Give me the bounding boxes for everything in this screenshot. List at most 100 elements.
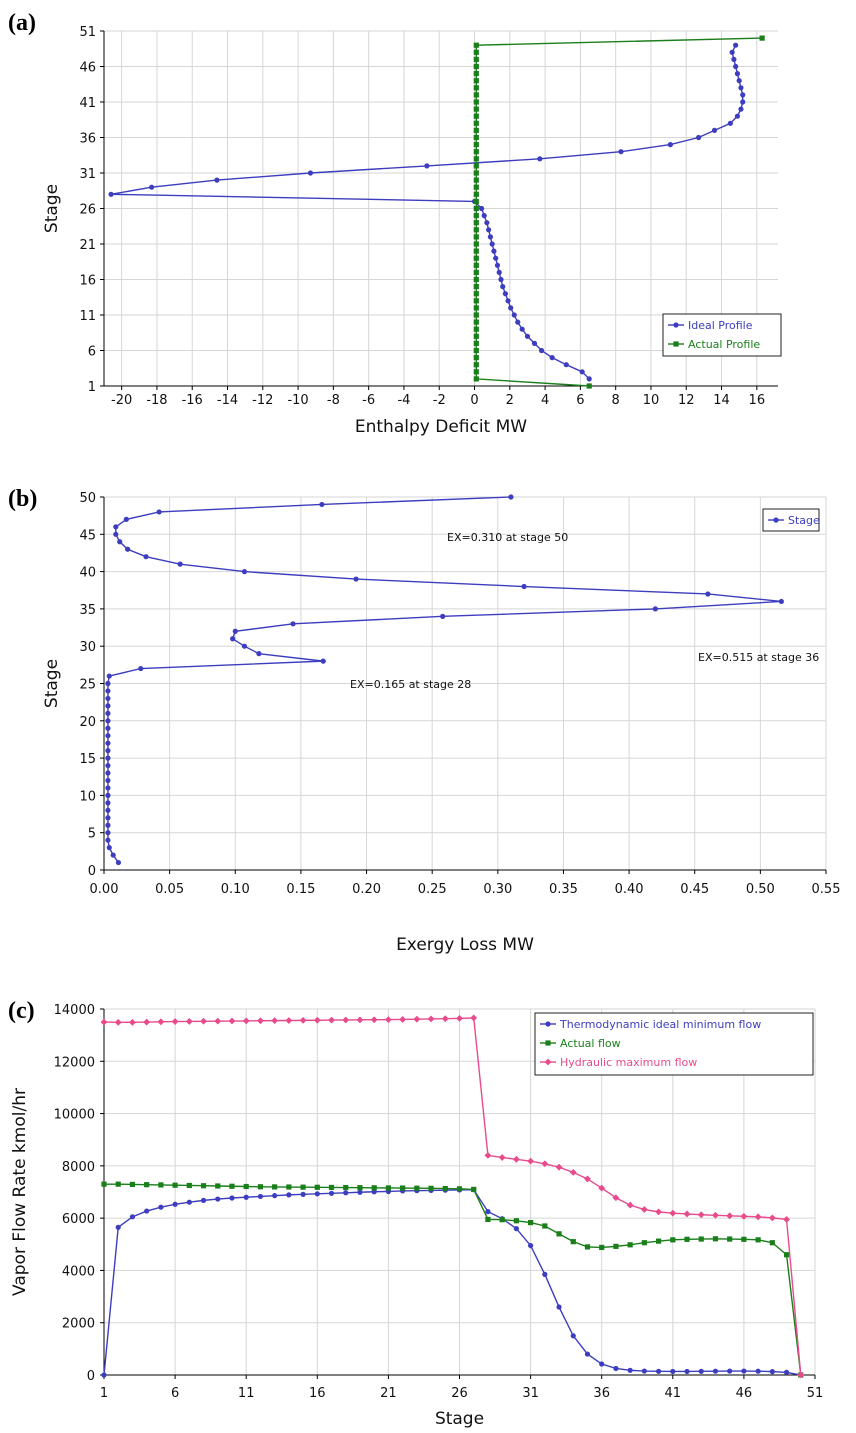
data-point	[257, 1184, 264, 1190]
data-point	[598, 1184, 606, 1192]
data-point	[473, 134, 479, 141]
data-point	[486, 227, 492, 233]
annotation-label: EX=0.310 at stage 50	[447, 531, 568, 544]
data-point	[473, 340, 479, 346]
x-tick-label: -6	[362, 393, 375, 408]
legend-label: Ideal Profile	[688, 319, 753, 332]
data-point	[356, 1016, 364, 1024]
data-point	[531, 340, 538, 346]
data-point	[528, 1242, 534, 1249]
data-point	[684, 1368, 690, 1375]
legend-label: Actual Profile	[688, 338, 760, 351]
data-point	[727, 120, 733, 126]
data-point	[399, 1016, 407, 1023]
y-tick-label: 5	[88, 827, 96, 842]
data-point	[101, 1181, 107, 1187]
data-point	[129, 1018, 136, 1026]
x-tick-label: 0.50	[746, 882, 775, 897]
y-tick-label: 36	[79, 132, 96, 147]
y-tick-label: 45	[79, 528, 96, 543]
data-point	[754, 1213, 762, 1221]
series-1	[108, 42, 746, 382]
data-point	[470, 1014, 478, 1022]
data-point	[655, 1368, 662, 1374]
data-point	[385, 1016, 392, 1023]
x-tick-label: 0.30	[483, 882, 512, 897]
data-point	[652, 606, 658, 612]
data-point	[138, 665, 144, 672]
data-point	[473, 362, 479, 368]
data-point	[473, 305, 479, 311]
x-tick-label: 31	[522, 1386, 539, 1401]
data-point	[584, 1244, 591, 1250]
data-point	[599, 1244, 605, 1251]
x-tick-label: 0.45	[680, 882, 709, 897]
data-point	[570, 1239, 576, 1245]
data-point	[129, 1214, 136, 1220]
data-point	[491, 248, 497, 254]
data-point	[110, 852, 116, 858]
data-point	[313, 1016, 321, 1024]
data-point	[105, 792, 111, 799]
data-point	[290, 621, 296, 627]
x-tick-label: 0.00	[90, 882, 119, 897]
y-tick-label: 40	[79, 566, 96, 581]
data-point	[542, 1223, 548, 1229]
data-point	[473, 78, 479, 84]
legend-label: Thermodynamic ideal minimum flow	[559, 1018, 761, 1031]
data-point	[105, 695, 111, 702]
data-point	[712, 1211, 719, 1219]
data-point	[105, 718, 111, 724]
x-tick-label: 8	[612, 393, 620, 408]
data-point	[563, 362, 569, 368]
data-point	[328, 1184, 335, 1191]
data-point	[579, 369, 585, 375]
data-point	[511, 312, 517, 318]
data-point	[123, 516, 129, 522]
data-point	[105, 770, 111, 776]
data-point	[473, 298, 479, 304]
data-point	[481, 213, 487, 219]
data-point	[473, 163, 479, 169]
data-point	[727, 1236, 733, 1242]
data-point	[618, 149, 624, 155]
chart-panel-1: -20 -18 -16 -14 -12 -10 -8 -6 -4 -2 0 2 4 6 8 10 12 14 161…	[8, 10, 782, 437]
x-axis-label: Exergy Loss MW	[396, 935, 534, 955]
y-tick-label: 21	[79, 238, 96, 253]
data-point	[586, 376, 592, 382]
data-point	[185, 1018, 193, 1025]
data-point	[156, 509, 162, 515]
data-point	[736, 78, 742, 84]
data-point	[478, 205, 485, 212]
data-point	[229, 1195, 235, 1201]
data-point	[105, 725, 111, 731]
data-point	[357, 1189, 363, 1195]
y-tick-label: 8000	[62, 1160, 95, 1175]
data-point	[473, 227, 479, 233]
y-tick-label: 11	[79, 309, 96, 324]
data-point	[105, 762, 111, 769]
series-1	[105, 494, 784, 866]
data-point	[512, 1155, 520, 1163]
data-point	[105, 710, 111, 716]
data-point	[489, 241, 495, 247]
data-point	[114, 1018, 122, 1026]
x-tick-label: 10	[643, 393, 660, 408]
data-point	[513, 1218, 519, 1224]
data-point	[698, 1368, 704, 1374]
x-tick-label: 14	[713, 393, 730, 408]
data-point	[733, 63, 739, 70]
legend-box	[534, 1012, 814, 1076]
data-point	[105, 740, 111, 746]
legend-marker	[673, 322, 679, 328]
data-point	[473, 213, 479, 219]
data-point	[115, 1181, 121, 1187]
y-axis-label: Stage	[42, 184, 62, 233]
data-point	[299, 1016, 307, 1024]
data-point	[101, 1372, 107, 1378]
x-tick-label: 0.05	[155, 882, 184, 897]
data-point	[541, 1160, 549, 1168]
data-point	[500, 284, 506, 290]
y-tick-label: 35	[79, 603, 96, 618]
data-point	[473, 71, 479, 77]
